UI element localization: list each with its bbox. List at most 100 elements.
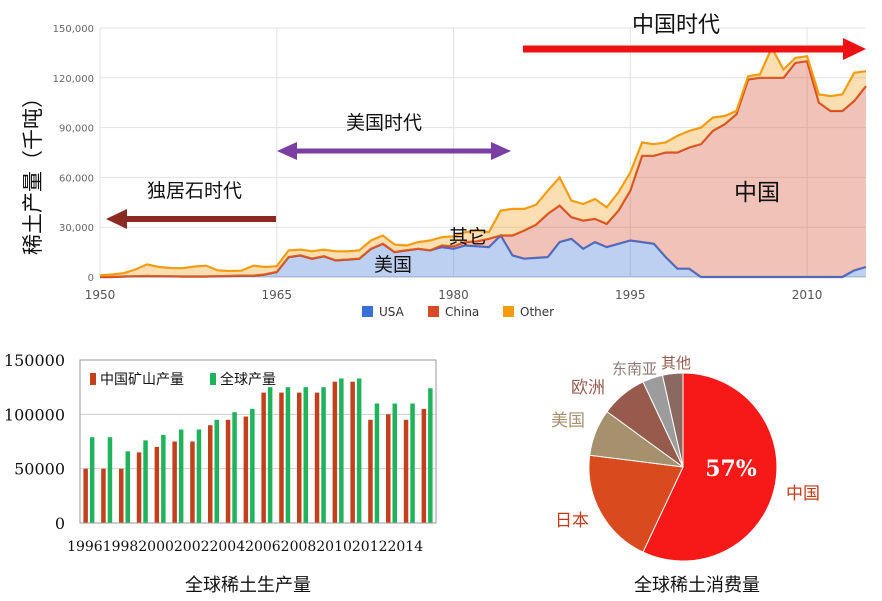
bar-china-mine-production [119,468,124,523]
bar-china-mine-production [154,446,160,523]
main-x-tick-label: 1965 [261,288,292,302]
pie-slice-2 [589,411,684,468]
pie-label-japan: 日本 [555,511,589,531]
bar-x-tick-label: 2006 [245,539,281,555]
usa-era-label: 美国时代 [346,112,422,134]
pie-center-label: 57% [705,456,757,482]
bar-plot-frame [79,359,437,524]
bar-china-mine-production [208,425,213,523]
china-era-arrow [523,38,866,60]
pie-slices [588,372,778,562]
bar-china-mine-production [350,381,355,523]
bar-x-tick-label: 2000 [138,539,174,555]
usa-era-arrow [277,142,511,160]
bar-global-production [410,403,415,523]
bar-global-production [107,437,113,523]
bar-y-tick-label: 0 [55,514,65,533]
bar-global-production [178,429,184,523]
area-china [100,61,866,278]
pie-slice-3 [606,381,684,468]
main-x-tick-label: 1950 [85,288,116,302]
main-y-tick-label: 120,000 [53,74,94,85]
bar-china-mine-production [279,392,284,523]
bar-china-mine-production [190,441,195,523]
bar-china-mine-production [421,408,427,523]
bar-chart-title: 全球稀土生产量 [185,575,311,596]
main-y-ticks: 0 30,000 60,000 90,000 120,000 150,000 [53,24,94,284]
china-era-label: 中国时代 [632,13,720,38]
pie-slice-0 [642,372,778,562]
bar-x-tick-label: 1996 [67,539,103,555]
bar-x-tick-label: 2008 [281,539,317,555]
bar-x-tick-label: 2014 [387,539,423,555]
legend-label-other: Other [520,305,554,319]
bar-global-production [374,403,380,523]
bar-x-tick-label: 2004 [209,539,245,555]
bar-x-ticks: 1996 1998 2000 2002 2004 2006 2008 2010 2012 2014 [67,539,423,555]
pie-slice-1 [588,454,684,553]
bar-legend-label-china: 中国矿山产量 [100,372,184,388]
legend-swatch-usa [362,306,373,317]
main-x-ticks: 1950 1965 1980 1995 2010 [85,288,823,302]
bar-global-production [428,388,433,523]
pie-label-usa: 美国 [551,411,585,431]
monazite-era-arrow [106,209,276,229]
bar-china-mine-production [297,392,302,523]
bar-china-mine-production [386,414,391,523]
bar-china-mine-production [83,468,88,523]
bar-global-production [303,387,308,523]
main-y-tick-label: 90,000 [59,124,94,135]
legend-label-china: China [445,305,479,319]
bar-x-tick-label: 1998 [103,539,139,555]
main-x-tick-label: 1995 [615,288,646,302]
bar-china-mine-production [332,381,338,523]
main-x-tick-label: 2010 [792,288,823,302]
pie-label-europe: 欧洲 [571,378,605,398]
bar-global-production [267,387,273,523]
other-area-label: 其它 [449,226,487,248]
bar-y-tick-label: 150000 [4,351,65,370]
main-legend: USA China Other [362,305,554,319]
bar-global-production [339,378,344,523]
main-grid [99,27,866,278]
bar-global-production [143,440,148,523]
bar-marks [83,378,433,523]
pie-label-others: 其他 [661,354,691,372]
legend-swatch-china [428,306,439,317]
pie-label-china: 中国 [786,484,820,504]
bar-china-mine-production [261,392,266,523]
bar-legend-swatch-china [90,373,96,385]
bar-global-production [161,435,166,523]
main-y-tick-label: 150,000 [53,24,94,35]
bar-x-tick-label: 2010 [316,539,352,555]
china-area-label: 中国 [734,180,780,206]
pie-slice-4 [642,374,684,468]
main-y-tick-label: 0 [88,273,94,284]
bar-global-production [285,387,291,523]
bar-global-production [356,378,362,523]
bar-legend: 中国矿山产量 全球产量 [90,371,276,388]
bar-china-mine-production [368,419,373,523]
bar-china-mine-production [403,419,409,523]
pie-label-southeast-asia: 东南亚 [612,360,657,378]
bar-china-mine-production [172,441,177,523]
line-other [99,45,867,277]
bar-china-mine-production [243,416,249,523]
bar-legend-label-global: 全球产量 [220,371,276,388]
main-areas [99,45,867,279]
bar-global-production [214,419,219,523]
main-x-tick-label: 1980 [438,288,469,302]
legend-swatch-other [503,306,514,317]
main-y-tick-label: 60,000 [59,173,94,184]
main-y-tick-label: 30,000 [59,223,94,234]
bar-legend-swatch-global [210,373,216,385]
main-y-axis-label: 稀土产量（千吨） [21,87,45,255]
bar-global-production [250,408,255,523]
bar-global-production [89,437,95,523]
monazite-era-label: 独居石时代 [147,180,242,202]
bar-global-production [232,412,237,523]
bar-china-mine-production [225,419,231,523]
bar-global-production [392,403,397,523]
